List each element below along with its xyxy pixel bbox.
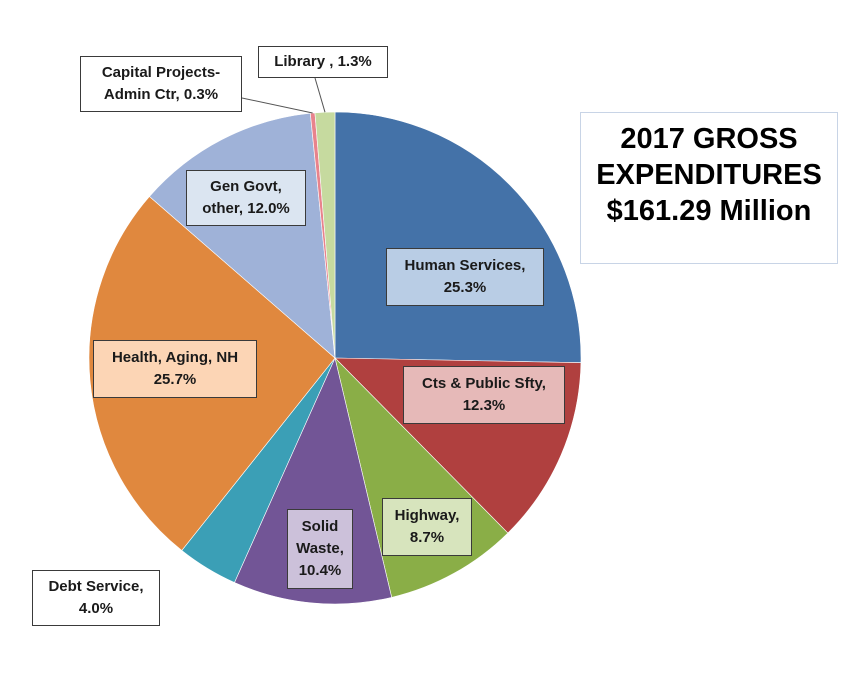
label-solid-waste: Solid Waste, 10.4% (287, 509, 353, 589)
leader-lines (241, 77, 326, 114)
label-cts-public-sfty: Cts & Public Sfty, 12.3% (403, 366, 565, 424)
chart-title-line-2: EXPENDITURES (596, 159, 822, 191)
chart-title-line-1: 2017 GROSS (620, 123, 798, 155)
label-gen-govt-other: Gen Govt, other, 12.0% (186, 170, 306, 226)
label-health-aging-nh: Health, Aging, NH 25.7% (93, 340, 257, 398)
chart-title-line-3: $161.29 Million (606, 195, 812, 227)
leader-line-library (314, 77, 326, 113)
leader-line-capital-projects (241, 97, 313, 114)
label-highway: Highway, 8.7% (382, 498, 472, 556)
label-human-services: Human Services, 25.3% (386, 248, 544, 306)
label-debt-service: Debt Service, 4.0% (32, 570, 160, 626)
chart-title: 2017 GROSS EXPENDITURES $161.29 Million (580, 112, 838, 264)
label-capital-projects: Capital Projects- Admin Ctr, 0.3% (80, 56, 242, 112)
pie-slice-human-services (334, 111, 582, 363)
label-library: Library , 1.3% (258, 46, 388, 78)
